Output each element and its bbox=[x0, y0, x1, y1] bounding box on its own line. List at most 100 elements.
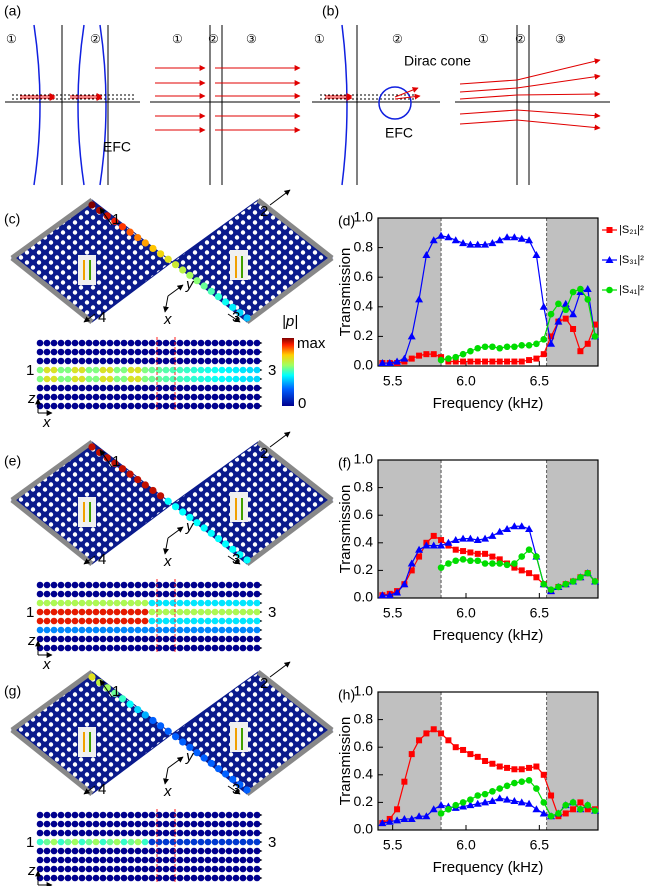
field-dot bbox=[36, 384, 44, 392]
field-dot bbox=[92, 402, 100, 410]
line bbox=[516, 91, 601, 98]
field-dot bbox=[239, 856, 247, 864]
marker bbox=[548, 333, 555, 340]
line bbox=[516, 73, 601, 89]
field-dot bbox=[190, 644, 198, 652]
field-dot bbox=[211, 348, 219, 356]
field-dot bbox=[218, 635, 226, 643]
line bbox=[99, 207, 113, 226]
y-axis-label: Transmission bbox=[337, 717, 354, 806]
field-dot bbox=[43, 811, 51, 819]
marker bbox=[378, 591, 387, 599]
field-dot bbox=[141, 829, 149, 837]
marker bbox=[482, 358, 489, 365]
marker bbox=[525, 777, 533, 784]
field-dot bbox=[253, 874, 261, 882]
field-dot bbox=[85, 339, 93, 347]
field-dot bbox=[183, 847, 191, 855]
field-dot bbox=[92, 590, 100, 598]
field-dot bbox=[253, 838, 261, 846]
y-tick-label: 0.6 bbox=[354, 506, 374, 522]
field-dot bbox=[218, 402, 226, 410]
field-dot bbox=[57, 348, 65, 356]
field-dot bbox=[207, 529, 215, 537]
field-dot bbox=[211, 366, 219, 374]
field-dot bbox=[253, 820, 261, 828]
field-dot bbox=[43, 626, 51, 634]
label: Dirac cone bbox=[404, 53, 471, 69]
field-dot bbox=[57, 838, 65, 846]
field-dot bbox=[246, 874, 254, 882]
field-dot bbox=[57, 856, 65, 864]
field-dot bbox=[118, 695, 127, 703]
field-dot bbox=[36, 357, 44, 365]
marker bbox=[401, 778, 408, 785]
field-dot bbox=[239, 838, 247, 846]
marker bbox=[459, 799, 467, 806]
field-dot bbox=[85, 608, 93, 616]
field-dot bbox=[85, 590, 93, 598]
field-dot bbox=[232, 856, 240, 864]
field-dot bbox=[120, 644, 128, 652]
marker bbox=[430, 532, 437, 539]
field-dot bbox=[246, 820, 254, 828]
marker bbox=[606, 286, 613, 294]
field-dot bbox=[106, 838, 114, 846]
field-dot bbox=[127, 599, 135, 607]
field-dot bbox=[57, 865, 65, 873]
field-dot bbox=[78, 357, 86, 365]
field-dot bbox=[190, 874, 198, 882]
label: (b) bbox=[322, 3, 339, 19]
field-dot bbox=[190, 590, 198, 598]
field-dot bbox=[64, 608, 72, 616]
field-dot bbox=[197, 617, 205, 625]
field-dot bbox=[92, 599, 100, 607]
field-dot bbox=[149, 486, 157, 495]
field-dot bbox=[85, 820, 93, 828]
marker bbox=[438, 730, 445, 737]
field-dot bbox=[43, 608, 51, 616]
field-dot bbox=[225, 644, 233, 652]
line bbox=[227, 555, 241, 565]
field-dot bbox=[246, 856, 254, 864]
field-dot bbox=[176, 384, 184, 392]
marker bbox=[451, 536, 460, 544]
field-dot bbox=[183, 402, 191, 410]
field-dot bbox=[148, 608, 156, 616]
marker bbox=[562, 810, 569, 817]
field-dot bbox=[50, 856, 58, 864]
field-dot bbox=[197, 829, 205, 837]
field-dot bbox=[50, 820, 58, 828]
label: ① bbox=[6, 32, 17, 46]
marker bbox=[452, 358, 459, 365]
field-dot bbox=[99, 590, 107, 598]
field-dot bbox=[211, 339, 219, 347]
field-dot bbox=[141, 847, 149, 855]
field-dot bbox=[246, 838, 254, 846]
label: z bbox=[27, 390, 36, 407]
field-dot bbox=[218, 348, 226, 356]
field-dot bbox=[85, 617, 93, 625]
field-dot bbox=[127, 829, 135, 837]
field-dot bbox=[85, 393, 93, 401]
curve bbox=[77, 24, 85, 186]
field-dot bbox=[120, 366, 128, 374]
panel-label: (f) bbox=[338, 455, 351, 471]
marker bbox=[460, 548, 467, 555]
field-dot bbox=[92, 581, 100, 589]
field-dot bbox=[64, 393, 72, 401]
field-dot bbox=[127, 348, 135, 356]
field-dot bbox=[113, 626, 121, 634]
field-dot bbox=[225, 635, 233, 643]
marker bbox=[407, 814, 416, 822]
label: 0 bbox=[298, 395, 306, 412]
field-dot bbox=[239, 581, 247, 589]
marker bbox=[532, 251, 541, 258]
marker bbox=[459, 350, 467, 358]
field-dot bbox=[148, 856, 156, 864]
marker bbox=[495, 236, 504, 244]
field-dot bbox=[92, 617, 100, 625]
field-dot bbox=[204, 590, 212, 598]
field-dot bbox=[141, 811, 149, 819]
label: ② bbox=[515, 32, 526, 46]
